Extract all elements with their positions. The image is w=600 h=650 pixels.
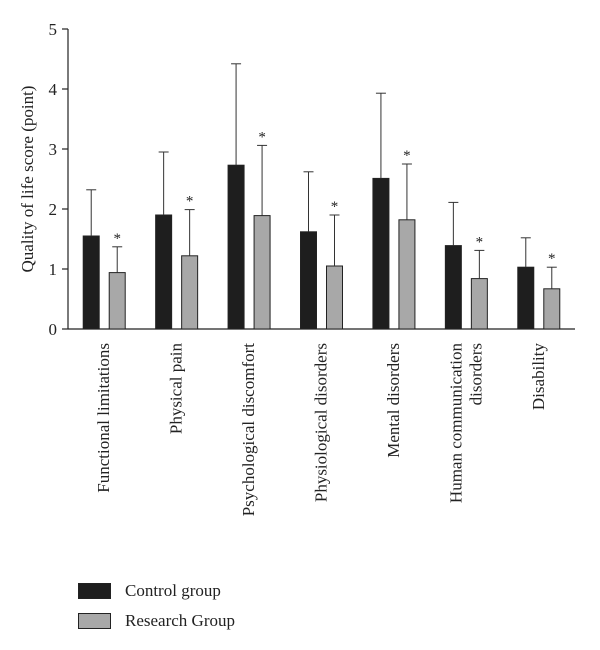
- legend-item-control: Control group: [78, 578, 235, 604]
- legend-label-control: Control group: [125, 581, 221, 600]
- legend-label-research: Research Group: [125, 611, 235, 630]
- significance-marker: *: [403, 148, 411, 164]
- y-tick-label: 4: [49, 80, 58, 99]
- x-tick-label: Human communication: [446, 343, 465, 504]
- bar-research: [253, 215, 271, 330]
- significance-marker: *: [113, 231, 121, 247]
- legend: Control group Research Group: [78, 578, 235, 638]
- legend-swatch-research: [78, 613, 111, 629]
- bar-research: [108, 272, 126, 330]
- significance-marker: *: [258, 129, 266, 145]
- y-tick-label: 0: [49, 320, 58, 339]
- significance-marker: *: [548, 251, 556, 267]
- legend-swatch-control: [78, 583, 111, 599]
- bar-control: [155, 214, 173, 330]
- bar-research: [470, 278, 488, 330]
- x-tick-label: disorders: [466, 343, 485, 405]
- bar-control: [82, 235, 100, 330]
- x-tick-label: Psychological discomfort: [239, 343, 258, 517]
- x-tick-label: Physical pain: [167, 343, 186, 435]
- bar-research: [181, 255, 199, 330]
- bar-control: [227, 164, 245, 330]
- bar-control: [444, 245, 462, 330]
- significance-marker: *: [331, 199, 339, 215]
- bar-control: [300, 231, 317, 330]
- y-tick-label: 5: [49, 20, 58, 39]
- bar-control: [372, 177, 390, 330]
- x-tick-label: Mental disorders: [384, 343, 403, 458]
- x-tick-label: Functional limitations: [94, 343, 113, 493]
- y-tick-label: 1: [49, 260, 58, 279]
- bar-research: [398, 219, 416, 330]
- x-tick-label: Physiological disorders: [312, 343, 331, 502]
- x-tick-label: Disability: [529, 343, 548, 411]
- y-tick-label: 2: [49, 200, 58, 219]
- significance-marker: *: [186, 194, 194, 210]
- y-tick-label: 3: [49, 140, 58, 159]
- y-axis-label: Quality of life score (point): [18, 86, 37, 273]
- bar-control: [517, 266, 535, 330]
- bar-chart: 0 1 2 3 4 5 Quality of life score (point) * Func…: [18, 20, 575, 517]
- legend-item-research: Research Group: [78, 608, 235, 634]
- bar-research: [326, 265, 343, 330]
- bar-research: [543, 288, 561, 330]
- significance-marker: *: [476, 234, 484, 250]
